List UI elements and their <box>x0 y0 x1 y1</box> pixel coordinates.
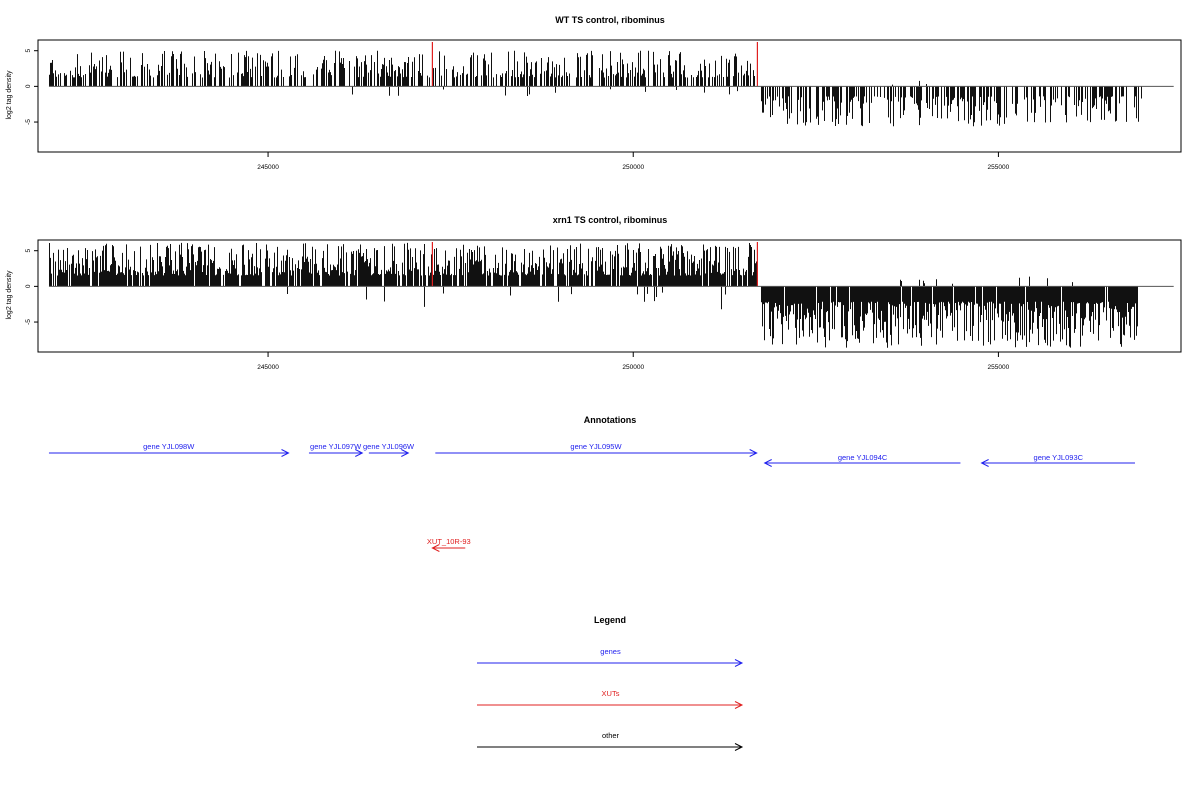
xrn1-plot-frame <box>37 239 1182 353</box>
annotations-title: Annotations <box>584 415 637 425</box>
feature-arrowhead <box>355 449 364 457</box>
feature-label: XUT_10R-93 <box>427 537 471 546</box>
feature-arrowhead <box>281 449 290 457</box>
annotations-track: Annotations gene YJL098W gene YJL097W ge… <box>48 415 1135 552</box>
xrn1-panel-title: xrn1 TS control, ribominus <box>553 215 668 225</box>
legend-arrowhead <box>734 659 744 667</box>
xrn1-y-axis-label: log2 tag density <box>6 270 13 320</box>
legend-item-xuts: XUTs <box>477 689 744 709</box>
legend-item-other: other <box>477 731 744 751</box>
wt-y-axis-label: log2 tag density <box>6 70 13 120</box>
wt-panel-title: WT TS control, ribominus <box>555 15 665 25</box>
feature-arrow: gene YJL097W <box>308 442 364 457</box>
legend-title: Legend <box>594 615 626 625</box>
xrn1-density-panel: xrn1 TS control, ribominus log2 tag dens… <box>6 215 1182 371</box>
wt-y-tick-label: 0 <box>25 84 32 88</box>
legend-label: XUTs <box>602 689 620 698</box>
xrn1-x-tick-label: 245000 <box>257 364 279 371</box>
wt-y-axis: 5 0 -5 <box>25 49 38 125</box>
feature-arrowhead <box>401 449 410 457</box>
wt-bars <box>49 50 1142 127</box>
feature-label: gene YJL098W <box>143 442 195 451</box>
feature-label: gene YJL093C <box>1034 453 1084 462</box>
wt-x-tick-label: 250000 <box>622 164 644 171</box>
xrn1-y-tick-label: 0 <box>25 284 32 288</box>
feature-arrowhead <box>763 459 772 467</box>
feature-arrowhead <box>431 544 440 552</box>
feature-arrow: gene YJL096W <box>363 442 415 457</box>
xrn1-x-tick-label: 255000 <box>988 364 1010 371</box>
xrn1-y-axis: 5 0 -5 <box>25 249 38 325</box>
xrn1-y-tick-label: -5 <box>25 319 32 325</box>
legend-label: other <box>602 731 620 740</box>
xrn1-x-tick-label: 250000 <box>622 364 644 371</box>
wt-x-tick-label: 245000 <box>257 164 279 171</box>
wt-y-tick-label: -5 <box>25 119 32 125</box>
legend-arrowhead <box>734 701 744 709</box>
wt-y-tick-label: 5 <box>25 49 32 53</box>
xrn1-marker-lines <box>431 242 758 287</box>
legend: Legend genes XUTs other <box>477 615 744 751</box>
legend-item-genes: genes <box>477 647 744 667</box>
feature-arrow: gene YJL094C <box>763 453 961 467</box>
legend-label: genes <box>600 647 621 656</box>
feature-label: gene YJL096W <box>363 442 415 451</box>
feature-arrow: gene YJL093C <box>980 453 1135 467</box>
wt-x-tick-label: 255000 <box>988 164 1010 171</box>
feature-arrow: gene YJL098W <box>48 442 290 457</box>
feature-label: gene YJL094C <box>838 453 888 462</box>
wt-density-panel: WT TS control, ribominus log2 tag densit… <box>6 15 1182 171</box>
feature-arrowhead <box>980 459 989 467</box>
wt-marker-lines <box>431 42 758 87</box>
xrn1-x-axis: 245000 250000 255000 <box>257 352 1010 371</box>
legend-arrowhead <box>734 743 744 751</box>
wt-x-axis: 245000 250000 255000 <box>257 152 1010 171</box>
xrn1-bars <box>49 242 1138 348</box>
wt-plot-frame <box>37 39 1182 153</box>
feature-label: gene YJL097W <box>310 442 362 451</box>
feature-arrowhead <box>749 449 758 457</box>
feature-arrow: XUT_10R-93 <box>427 537 471 552</box>
feature-label: gene YJL095W <box>570 442 622 451</box>
xrn1-y-tick-label: 5 <box>25 249 32 253</box>
feature-arrow: gene YJL095W <box>435 442 758 457</box>
